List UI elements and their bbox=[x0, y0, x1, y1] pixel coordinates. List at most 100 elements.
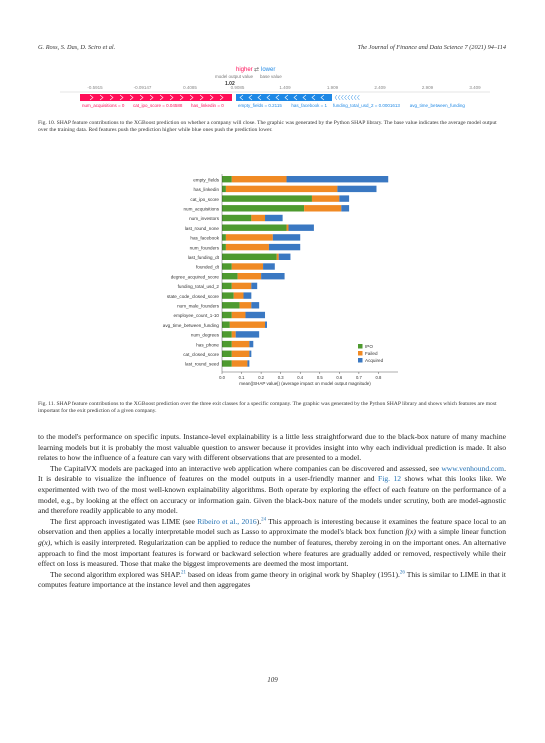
x-tick-label: 0.6 bbox=[336, 375, 342, 380]
bar-segment-acquired bbox=[245, 311, 266, 319]
footnote-21-link[interactable]: 21 bbox=[181, 570, 187, 576]
legend-arrow-icon: ⇄ bbox=[254, 66, 259, 73]
paragraph-2: The CapitalVX models are packaged into a… bbox=[38, 464, 506, 517]
running-header-journal: The Journal of Finance and Data Science … bbox=[357, 44, 506, 51]
force-plot-chevron bbox=[284, 94, 289, 101]
bar-segment-ipo bbox=[222, 243, 226, 251]
force-plot-tick-label: 1.409 bbox=[279, 85, 291, 90]
category-label: empty_fields bbox=[193, 177, 219, 182]
bar-segment-ipo bbox=[222, 234, 226, 241]
bar-segment-ipo bbox=[222, 282, 232, 290]
bar-segment-acquired bbox=[235, 331, 260, 338]
force-plot-tick-label: 3.409 bbox=[469, 85, 481, 90]
shap-force-plot: higher ⇄ lower model output value base v… bbox=[60, 66, 490, 108]
paragraph-3-text-b: ). bbox=[256, 516, 262, 526]
x-tick-label: 0.4 bbox=[297, 375, 303, 380]
force-plot-feature-blue: empty_fields = 0.2115 bbox=[238, 103, 282, 108]
x-tick-label: 0.5 bbox=[317, 375, 323, 380]
bar-segment-failed bbox=[239, 302, 252, 309]
bar-segment-ipo bbox=[222, 195, 312, 202]
bar-segment-failed bbox=[286, 224, 289, 231]
force-plot-chevron bbox=[139, 94, 144, 101]
ribeiro-citation-link[interactable]: Ribeiro et al., 2016 bbox=[197, 516, 257, 526]
category-label: has_phone bbox=[196, 342, 219, 347]
math-gx: g(x) bbox=[38, 537, 51, 547]
venhound-link[interactable]: www.venhound.com bbox=[441, 463, 505, 473]
category-label: state_code_closed_score bbox=[167, 294, 220, 299]
bar-segment-acquired bbox=[265, 321, 267, 328]
figure-11-caption: Fig. 11. SHAP feature contributions to t… bbox=[38, 401, 497, 415]
footnote-26-link[interactable]: 26 bbox=[399, 570, 405, 576]
bar-segment-acquired bbox=[249, 340, 254, 348]
category-label: has_linkedin bbox=[193, 187, 219, 192]
force-plot-chevron bbox=[239, 94, 244, 101]
bar-segment-acquired bbox=[243, 292, 252, 299]
bar-segment-failed bbox=[225, 234, 273, 241]
paragraph-4: The second algorithm explored was SHAP.2… bbox=[38, 570, 506, 591]
paragraph-4-text-c: This is similar to LIME in that it compu… bbox=[38, 569, 506, 590]
bar-segment-acquired bbox=[339, 195, 350, 202]
force-plot-chevron bbox=[302, 94, 307, 101]
bar-segment-failed bbox=[231, 360, 248, 367]
force-plot-chevron bbox=[334, 94, 338, 101]
category-label: last_round_none bbox=[185, 226, 220, 231]
force-plot-red-band bbox=[80, 94, 232, 101]
bar-segment-ipo bbox=[222, 311, 232, 319]
legend-label-ipo: IPO bbox=[365, 344, 373, 349]
force-plot-chevron bbox=[119, 94, 124, 101]
x-axis-label: mean(|SHAP value|) (average impact on mo… bbox=[239, 381, 371, 386]
page-number: 109 bbox=[267, 676, 278, 684]
category-label: avg_time_between_funding bbox=[163, 323, 220, 328]
force-plot-feature-red: num_acquisitions = 0 bbox=[82, 103, 125, 108]
category-label: last_funding_dt bbox=[188, 255, 220, 260]
category-label: cat_ipo_score bbox=[190, 197, 219, 202]
chart-legend: IPO Failed Acquired bbox=[358, 344, 384, 363]
category-label: funding_total_usd_2 bbox=[178, 284, 220, 289]
footnote-24-link[interactable]: 24 bbox=[261, 517, 267, 523]
paragraph-3-text-c: This approach is interesting because it … bbox=[38, 516, 507, 537]
category-label: num_degrees bbox=[191, 333, 220, 338]
x-tick-label: 0.8 bbox=[376, 375, 382, 380]
force-plot-chevron bbox=[169, 94, 174, 101]
running-header-authors: G. Ross, S. Das, D. Sciro et al. bbox=[38, 44, 116, 51]
force-plot-chevron bbox=[320, 94, 325, 101]
force-plot-chevron bbox=[266, 94, 271, 101]
legend-higher-label: higher bbox=[236, 67, 253, 73]
bar-segment-acquired bbox=[337, 185, 377, 193]
force-plot-blue-band bbox=[236, 94, 332, 101]
bar-segment-ipo bbox=[222, 205, 305, 212]
x-tick-label: 0.0 bbox=[219, 375, 225, 380]
force-plot-chevron bbox=[275, 94, 280, 101]
category-label: num_male_founders bbox=[177, 304, 220, 309]
bar-segment-failed bbox=[231, 263, 264, 270]
fig-12-link[interactable]: Fig. 12 bbox=[378, 474, 402, 484]
force-plot-feature-blue: has_facebook = 1 bbox=[291, 103, 327, 108]
force-plot-chevron bbox=[109, 94, 114, 101]
bar-segment-acquired bbox=[247, 360, 250, 367]
legend-swatch-acquired bbox=[358, 358, 363, 363]
bar-segment-failed bbox=[231, 350, 250, 357]
x-tick-label: 0.2 bbox=[258, 375, 264, 380]
bar-segment-ipo bbox=[222, 302, 240, 309]
bar-segment-failed bbox=[304, 205, 342, 212]
force-plot-feature-red: has_linkedin = 0 bbox=[191, 103, 224, 108]
bar-segment-acquired bbox=[341, 205, 350, 212]
force-plot-tick-label: -0.09147 bbox=[134, 85, 152, 90]
force-plot-bands bbox=[80, 94, 360, 101]
bar-segment-failed bbox=[233, 292, 244, 299]
force-plot-feature-blue: avg_time_between_funding bbox=[410, 103, 466, 108]
x-tick-label: 0.7 bbox=[356, 375, 362, 380]
force-plot-feature-blue: funding_total_usd_2 = 0.0001613 bbox=[333, 103, 400, 108]
force-plot-chevron bbox=[199, 94, 204, 101]
model-output-label: model output value bbox=[215, 74, 254, 79]
category-label: degree_acquired_score bbox=[171, 274, 220, 279]
output-value: 1.02 bbox=[225, 81, 235, 87]
paragraph-4-text-b: based on ideas from game theory in origi… bbox=[186, 569, 400, 579]
bar-segment-ipo bbox=[222, 253, 277, 260]
force-plot-chevron bbox=[159, 94, 164, 101]
force-plot-chevron bbox=[248, 94, 253, 101]
paragraph-2-text-a: The CapitalVX models are packaged into a… bbox=[50, 463, 442, 473]
force-plot-chevron bbox=[311, 94, 316, 101]
bar-segment-acquired bbox=[268, 243, 301, 251]
paragraph-1: to the model's performance on specific i… bbox=[38, 432, 506, 463]
